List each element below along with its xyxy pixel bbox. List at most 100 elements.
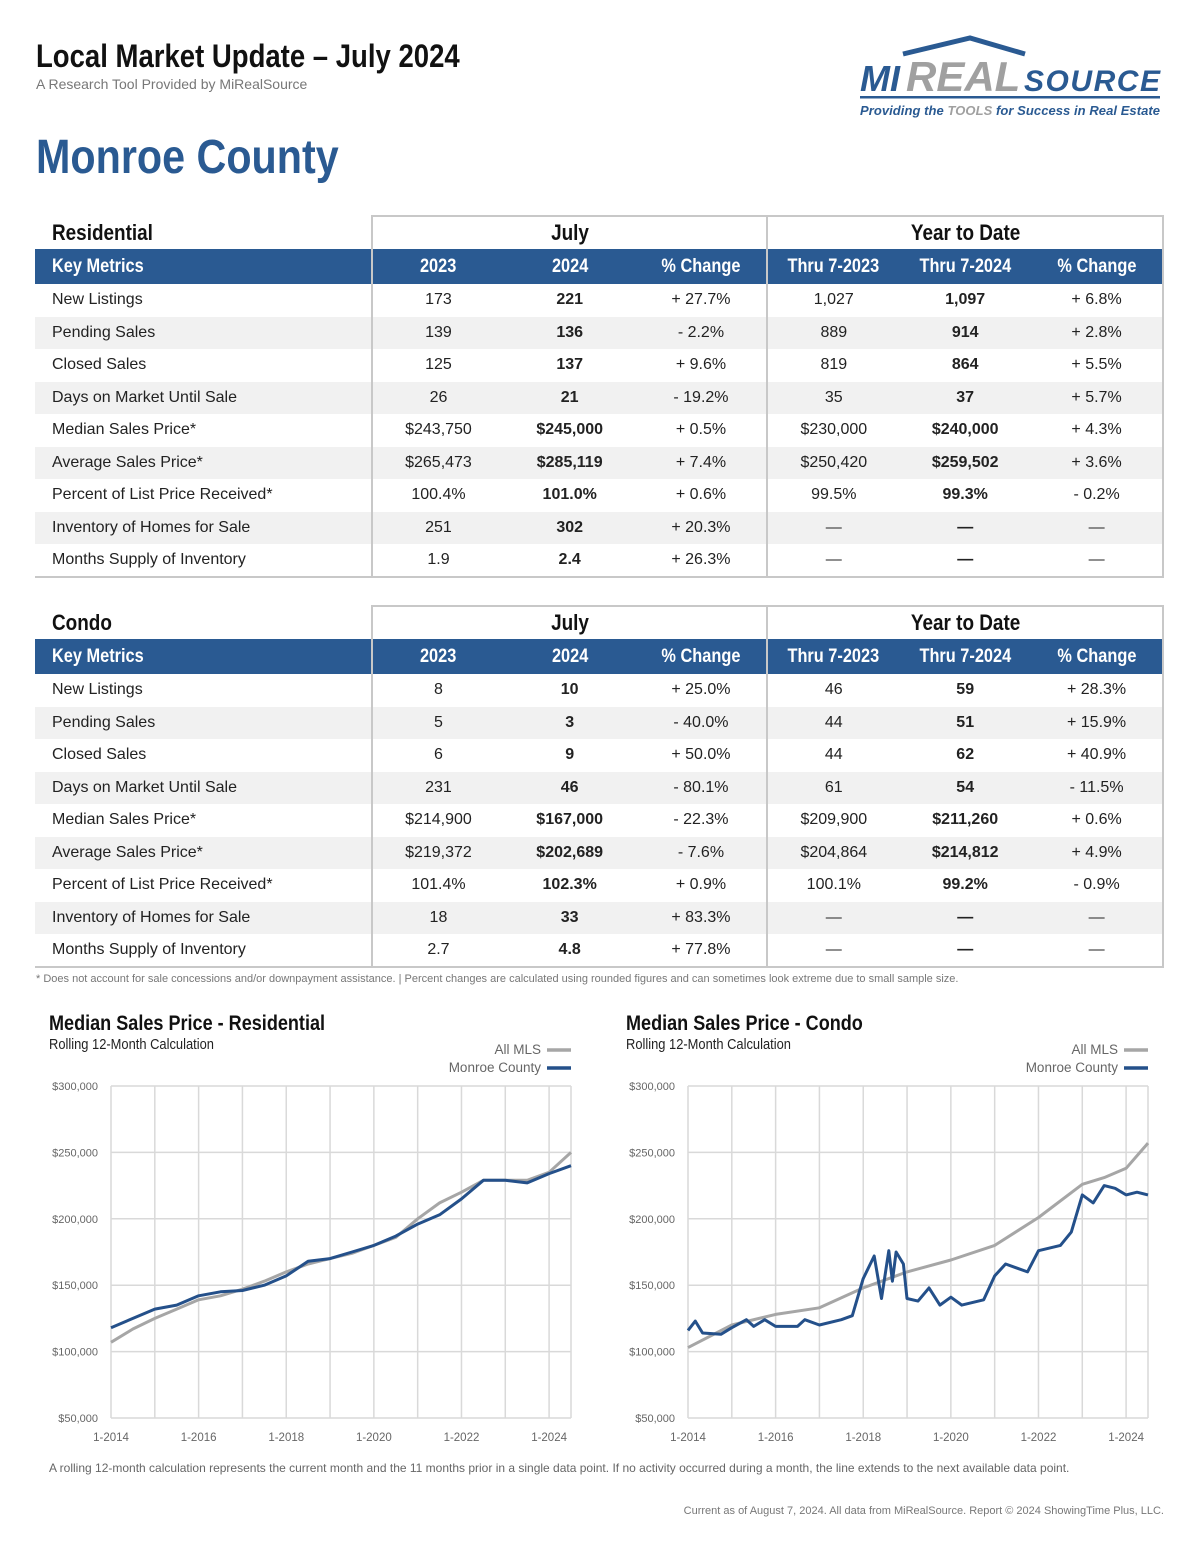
metric-value: 51 <box>899 706 1032 739</box>
x-tick-label: 1-2024 <box>531 1432 567 1444</box>
metric-value: $240,000 <box>931 421 999 439</box>
metric-value: — <box>1031 934 1164 968</box>
x-tick-label: 1-2018 <box>268 1432 304 1444</box>
x-tick-label: 1-2016 <box>758 1432 794 1444</box>
metric-value: 46 <box>503 771 636 804</box>
table-row: Days on Market Until Sale 26 21- 19.2% 35 37… <box>35 381 1164 414</box>
metric-value: + 25.0% <box>671 681 731 699</box>
table-row: Average Sales Price* $219,372 $202,689- 7.… <box>35 836 1164 869</box>
metric-label: Inventory of Homes for Sale <box>35 901 373 934</box>
column-header: Thru 7-2024 <box>899 249 1032 284</box>
metric-value: 1.9 <box>371 544 504 578</box>
legend-label: Monroe County <box>449 1060 542 1075</box>
metric-value: 99.2% <box>942 876 988 894</box>
y-tick-label: $200,000 <box>52 1214 98 1226</box>
y-tick-label: $150,000 <box>52 1280 98 1292</box>
chart-condo: $300,000 $250,000 $200,000 $150,000 $100,000… <box>629 1042 1150 1444</box>
county-title: Monroe County <box>36 131 339 184</box>
metric-value: 2.7 <box>371 934 504 968</box>
column-header: Thru 7-2023 <box>766 249 900 284</box>
chart-title: Median Sales Price - Residential <box>49 1012 326 1035</box>
series-line-all-mls <box>687 1142 1150 1349</box>
residential-metrics-table: Residential July Year to Date Key Metrics 20… <box>35 215 1164 578</box>
mirealsource-logo: MI REAL SOURCE Providing the TOOLS for S… <box>860 35 1161 118</box>
x-tick-label: 1-2016 <box>181 1432 217 1444</box>
metric-value: 100.4% <box>371 479 504 512</box>
metric-value: $245,000 <box>536 421 604 439</box>
metric-label: Days on Market Until Sale <box>35 381 373 414</box>
metric-value: 9 <box>565 746 575 764</box>
metric-value: — <box>766 511 900 544</box>
metric-value: + 27.7% <box>671 291 731 309</box>
group-header-month: July <box>371 605 768 639</box>
metric-value: 231 <box>371 771 504 804</box>
metric-value: — <box>899 934 1032 968</box>
report-credit: Current as of August 7, 2024. All data f… <box>683 1505 1164 1517</box>
table-row: Closed Sales 125 137 + 9.6% 819 864 + 5.5% <box>35 349 1164 382</box>
legend-label: All MLS <box>494 1042 541 1057</box>
metric-value: $250,420 <box>766 446 900 479</box>
metric-label: Closed Sales <box>52 746 147 764</box>
table-row: Closed Sales 6 9 + 50.0% 44 62 + 40.9% <box>35 739 1164 772</box>
metric-value: 101.4% <box>371 869 504 902</box>
metric-value: 44 <box>766 739 900 772</box>
chart-title: Median Sales Price - Condo <box>626 1012 863 1035</box>
table-row: Average Sales Price* $265,473 $285,119 + 7.… <box>35 446 1164 479</box>
chart-condo-header: Median Sales Price - Condo Rolling 12-Mo… <box>626 1012 901 1053</box>
metric-value: 1,097 <box>945 291 986 309</box>
table-row: Median Sales Price* $243,750 $245,000 + 0.5… <box>35 414 1164 447</box>
x-tick-label: 1-2014 <box>93 1432 129 1444</box>
metric-label: Days on Market Until Sale <box>35 771 373 804</box>
column-header: % Change <box>635 639 768 674</box>
table-row: Percent of List Price Received* 100.4% 101… <box>35 479 1164 512</box>
x-tick-label: 1-2024 <box>1108 1432 1144 1444</box>
table-row: Months Supply of Inventory 2.7 4.8 + 77.8% —… <box>35 934 1164 968</box>
x-tick-label: 1-2020 <box>933 1432 969 1444</box>
metric-label: Percent of List Price Received* <box>52 876 273 894</box>
metric-value: — <box>899 511 1032 544</box>
metric-label: Inventory of Homes for Sale <box>35 511 373 544</box>
metric-value: 10 <box>560 681 579 699</box>
metric-value: — <box>766 934 900 968</box>
metric-value: + 50.0% <box>671 746 731 764</box>
metric-label: Average Sales Price* <box>35 836 373 869</box>
metric-value: - 2.2% <box>635 316 768 349</box>
metric-value: + 2.8% <box>1031 316 1164 349</box>
table-row: Median Sales Price* $214,900 $167,000 - 22.… <box>35 804 1164 837</box>
chart-subtitle: Rolling 12-Month Calculation <box>49 1036 214 1053</box>
metric-value: 1,027 <box>766 284 900 317</box>
metric-value: $214,812 <box>899 836 1032 869</box>
metric-value: + 40.9% <box>1031 739 1164 772</box>
metric-value: 136 <box>503 316 636 349</box>
metric-label: Pending Sales <box>35 316 373 349</box>
column-header: Key Metrics <box>35 249 373 284</box>
table-row: Inventory of Homes for Sale 251 302 + 20.3%… <box>35 511 1164 544</box>
footnote: * Does not account for sale concessions … <box>36 973 959 985</box>
metric-value: 100.1% <box>766 869 900 902</box>
metric-value: 99.3% <box>942 486 988 504</box>
metric-value: 5 <box>371 706 504 739</box>
metric-value: + 0.6% <box>675 486 727 504</box>
metric-label: Average Sales Price* <box>35 446 373 479</box>
metric-value: 864 <box>951 356 979 374</box>
column-header: 2023 <box>371 249 504 284</box>
metric-value: 54 <box>899 771 1032 804</box>
metric-value: 914 <box>899 316 1032 349</box>
y-tick-label: $100,000 <box>52 1347 98 1359</box>
column-header: 2024 <box>503 639 636 674</box>
metric-value: - 80.1% <box>635 771 768 804</box>
metric-label: Closed Sales <box>52 356 147 374</box>
chart-residential-header: Median Sales Price - Residential Rolling… <box>49 1012 370 1053</box>
column-header: % Change <box>635 249 768 284</box>
legend-label: Monroe County <box>1026 1060 1119 1075</box>
metric-value: 62 <box>956 746 975 764</box>
logo-tagline: Providing the TOOLS for Success in Real … <box>860 103 1160 118</box>
metric-value: 44 <box>766 706 900 739</box>
x-tick-label: 1-2022 <box>444 1432 480 1444</box>
column-header: Key Metrics <box>35 639 373 674</box>
metric-value: 26 <box>371 381 504 414</box>
metric-value: + 15.9% <box>1031 706 1164 739</box>
metric-value: $259,502 <box>899 446 1032 479</box>
table-row: Months Supply of Inventory 1.9 2.4 + 26.3% —… <box>35 544 1164 578</box>
metric-label: New Listings <box>52 681 143 699</box>
